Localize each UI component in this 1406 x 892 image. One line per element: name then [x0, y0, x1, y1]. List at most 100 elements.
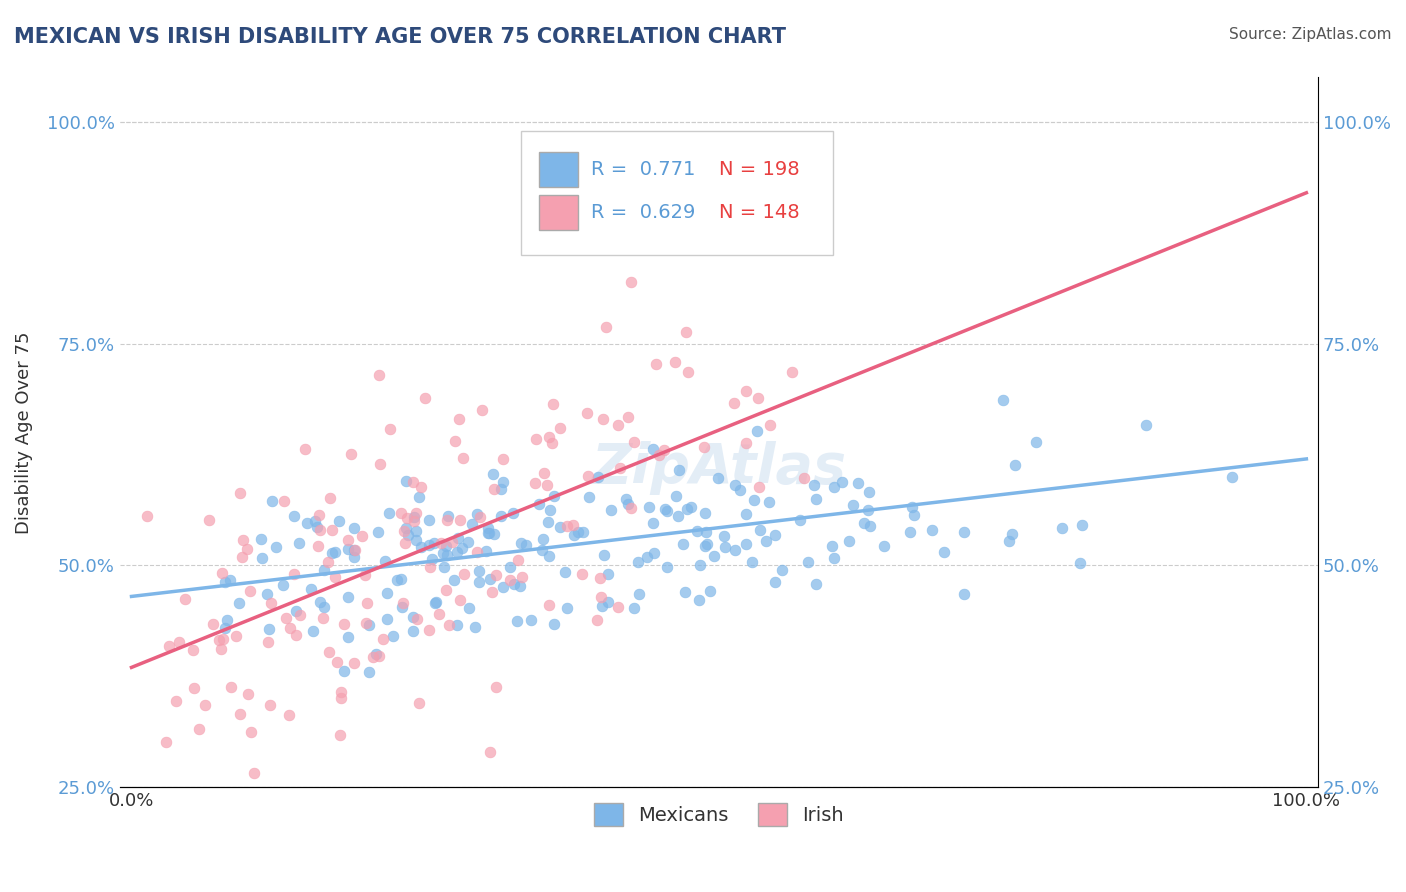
Point [271, 578, 294, 592]
Point [356, 596, 378, 610]
Point [321, 523, 343, 537]
Point [201, 617, 224, 632]
Point [838, 533, 860, 548]
Point [536, 516, 558, 530]
Text: Source: ZipAtlas.com: Source: ZipAtlas.com [1229, 27, 1392, 42]
Point [167, 635, 190, 649]
Point [357, 665, 380, 679]
Point [596, 594, 619, 608]
Point [789, 513, 811, 527]
Point [853, 516, 876, 530]
Point [952, 524, 974, 539]
Point [470, 509, 492, 524]
Point [823, 480, 845, 494]
Point [803, 478, 825, 492]
Point [385, 574, 408, 588]
Point [645, 357, 668, 371]
Point [446, 618, 468, 632]
Point [641, 516, 664, 531]
Text: N = 148: N = 148 [718, 202, 800, 222]
Point [831, 475, 853, 489]
Point [434, 582, 457, 597]
Point [337, 533, 360, 547]
Point [477, 521, 499, 535]
Point [541, 436, 564, 450]
Point [554, 565, 576, 579]
Point [312, 611, 335, 625]
Point [588, 571, 610, 585]
Point [157, 639, 180, 653]
Point [188, 722, 211, 736]
Point [449, 513, 471, 527]
Point [538, 503, 561, 517]
Point [548, 520, 571, 534]
Point [447, 531, 470, 545]
Point [259, 698, 281, 712]
Point [589, 590, 612, 604]
Point [668, 463, 690, 477]
Point [536, 478, 558, 492]
Point [318, 491, 340, 506]
Point [993, 393, 1015, 408]
Point [402, 610, 425, 624]
Point [695, 539, 717, 553]
Point [921, 523, 943, 537]
Point [745, 424, 768, 438]
Point [443, 574, 465, 588]
Point [425, 595, 447, 609]
Point [174, 591, 197, 606]
Point [447, 412, 470, 426]
Point [1004, 458, 1026, 473]
Point [623, 435, 645, 450]
Point [548, 421, 571, 435]
Point [273, 494, 295, 508]
Point [464, 619, 486, 633]
Point [285, 604, 308, 618]
Point [377, 506, 399, 520]
Point [506, 552, 529, 566]
Point [578, 490, 600, 504]
Point [264, 541, 287, 555]
Point [593, 548, 616, 562]
Point [219, 573, 242, 587]
Point [238, 687, 260, 701]
Point [423, 536, 446, 550]
Point [458, 601, 481, 615]
Point [636, 549, 658, 564]
Point [780, 365, 803, 379]
Point [318, 645, 340, 659]
Point [655, 504, 678, 518]
Point [212, 632, 235, 647]
Point [278, 621, 301, 635]
Point [396, 511, 419, 525]
Point [283, 567, 305, 582]
Point [499, 560, 522, 574]
Point [1069, 556, 1091, 570]
Point [492, 475, 515, 490]
Point [406, 612, 429, 626]
Point [418, 538, 440, 552]
Point [443, 434, 465, 449]
Point [471, 403, 494, 417]
Point [672, 537, 695, 551]
Point [453, 450, 475, 465]
Point [492, 580, 515, 594]
Point [485, 568, 508, 582]
Point [638, 500, 661, 515]
Point [378, 422, 401, 436]
Point [183, 681, 205, 695]
Point [652, 442, 675, 457]
Point [239, 725, 262, 739]
Point [437, 618, 460, 632]
Point [404, 509, 426, 524]
Point [307, 539, 329, 553]
Point [1071, 518, 1094, 533]
Point [714, 541, 737, 555]
Point [520, 613, 543, 627]
Point [408, 696, 430, 710]
Point [1025, 434, 1047, 449]
Point [354, 615, 377, 630]
Point [706, 471, 728, 485]
Point [666, 509, 689, 524]
Point [793, 470, 815, 484]
